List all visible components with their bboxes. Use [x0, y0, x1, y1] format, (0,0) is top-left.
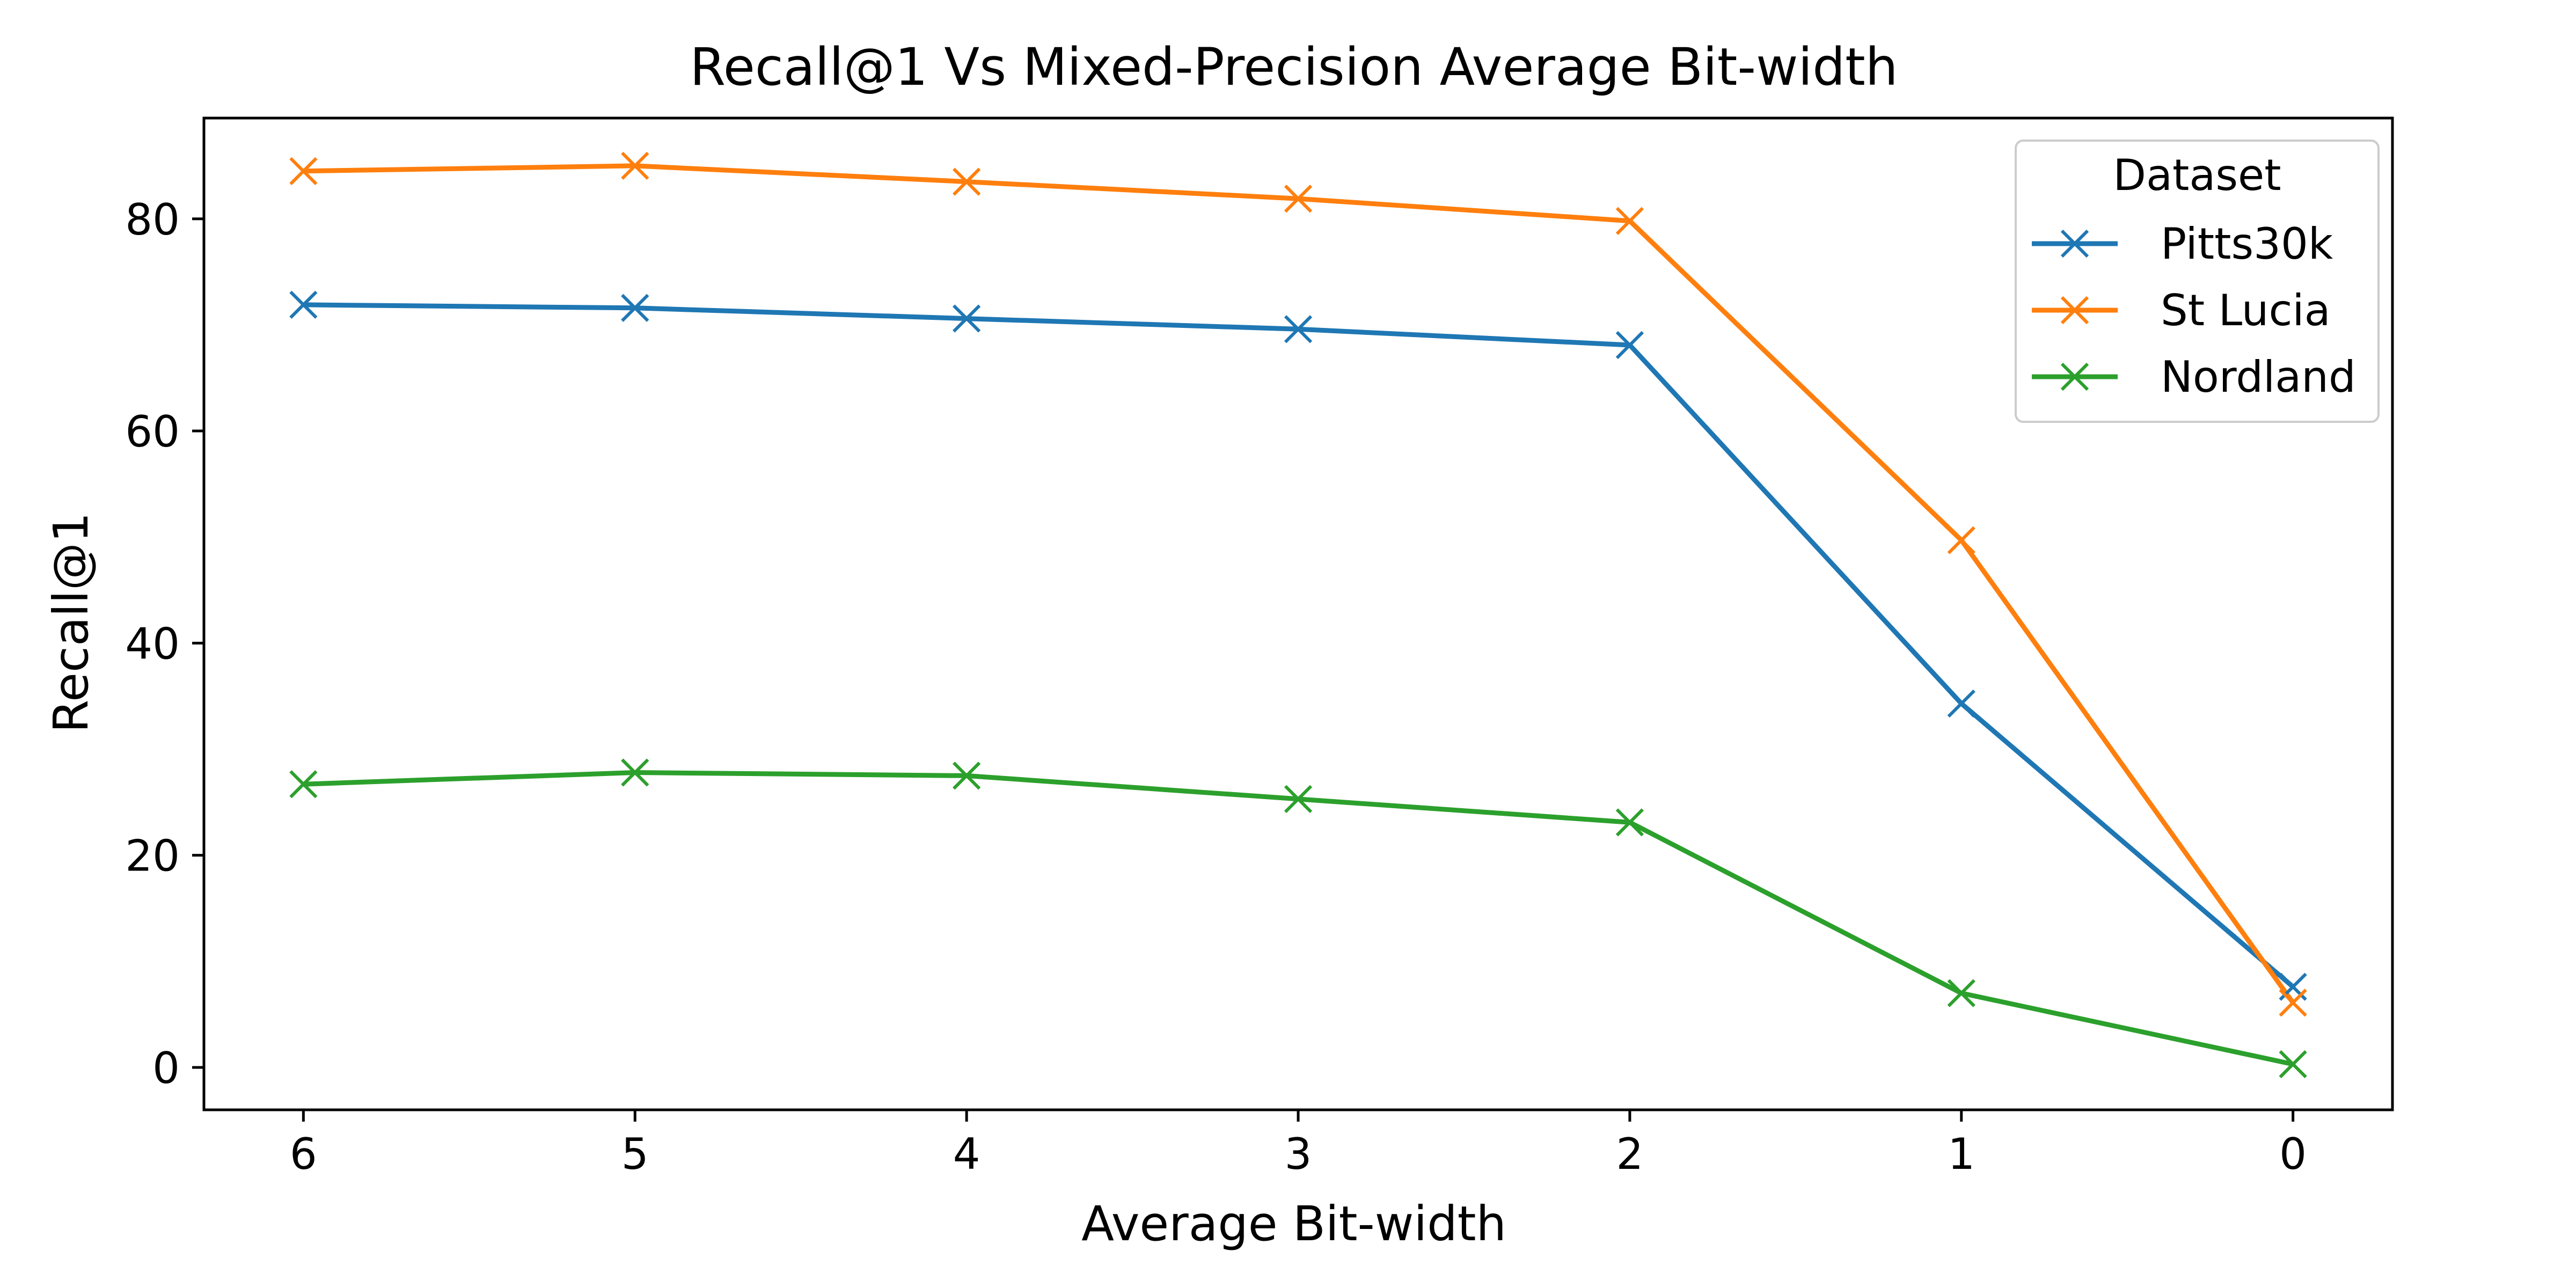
data-point [1284, 185, 1313, 213]
marker-stroke [289, 770, 318, 799]
legend-box [2015, 140, 2380, 423]
x-tick-label: 4 [953, 1129, 980, 1179]
legend-marker [2060, 296, 2089, 325]
y-tick-label: 40 [125, 619, 180, 669]
x-tick-label: 3 [1285, 1129, 1312, 1179]
x-tick-label: 1 [1948, 1129, 1975, 1179]
data-point [289, 770, 318, 799]
legend-item: Pitts30k [2032, 219, 2333, 269]
data-point [1947, 979, 1975, 1007]
series-markers-nordland [289, 758, 2307, 1079]
data-point [1615, 207, 1644, 235]
data-point [1284, 785, 1313, 814]
legend-marker [2060, 229, 2089, 258]
marker-stroke [2279, 1050, 2307, 1079]
x-tick-label: 6 [290, 1129, 317, 1179]
y-tick-label: 60 [125, 407, 180, 457]
series-markers-pitts30k [289, 290, 2307, 1001]
legend-marker [2060, 362, 2089, 391]
marker-stroke [1615, 331, 1644, 360]
data-point [952, 762, 981, 790]
marker-stroke [621, 758, 649, 787]
marker-stroke [1947, 689, 1975, 718]
marker-stroke [1284, 785, 1313, 814]
data-point [2279, 989, 2307, 1017]
marker-stroke [2060, 229, 2089, 258]
data-point [952, 304, 981, 333]
data-point [621, 294, 649, 322]
marker-stroke [952, 167, 981, 196]
marker-stroke [289, 290, 318, 319]
legend-title: Dataset [2113, 150, 2281, 200]
marker-stroke [952, 762, 981, 790]
marker-stroke [1615, 207, 1644, 235]
marker-stroke [1615, 808, 1644, 837]
x-axis-label: Average Bit-width [1081, 1196, 1506, 1252]
chart-title: Recall@1 Vs Mixed-Precision Average Bit-… [690, 37, 1898, 97]
data-point [621, 151, 649, 180]
marker-stroke [2060, 362, 2089, 391]
series-markers-st-lucia [289, 151, 2307, 1017]
y-tick-label: 0 [152, 1043, 180, 1093]
x-tick-label: 5 [621, 1129, 649, 1179]
legend-label: St Lucia [2161, 286, 2331, 335]
legend-label: Pitts30k [2161, 219, 2333, 269]
marker-stroke [2060, 296, 2089, 325]
data-point [2279, 1050, 2307, 1079]
marker-stroke [1284, 185, 1313, 213]
y-tick-label: 20 [125, 831, 180, 881]
marker-stroke [289, 157, 318, 185]
data-point [1947, 689, 1975, 718]
y-axis-ticks: 0 20 40 60 80 [125, 195, 204, 1093]
data-point [289, 157, 318, 185]
data-point [1615, 808, 1644, 837]
legend-label: Nordland [2161, 352, 2356, 402]
x-tick-label: 0 [2279, 1129, 2307, 1179]
legend-item: Nordland [2032, 352, 2356, 402]
marker-stroke [2279, 989, 2307, 1017]
data-point [1947, 526, 1975, 554]
x-axis-ticks: 6 5 4 3 2 1 0 [290, 1110, 2307, 1179]
data-point [289, 290, 318, 319]
marker-stroke [952, 304, 981, 333]
y-axis-label: Recall@1 [43, 512, 99, 733]
marker-stroke [621, 294, 649, 322]
data-point [1284, 315, 1313, 343]
data-point [1615, 331, 1644, 360]
x-tick-label: 2 [1616, 1129, 1643, 1179]
legend: Dataset Pitts30k St Lucia Nordland [2015, 140, 2380, 423]
y-tick-label: 80 [125, 195, 180, 245]
data-point [621, 758, 649, 787]
marker-stroke [1947, 526, 1975, 554]
legend-item: St Lucia [2032, 286, 2331, 335]
marker-stroke [1947, 979, 1975, 1007]
data-point [952, 167, 981, 196]
marker-stroke [621, 151, 649, 180]
marker-stroke [1284, 315, 1313, 343]
plot-area: 6 5 4 3 2 1 0 0 20 40 60 80 Dataset Pitts30k St Lucia N… [125, 116, 2394, 1179]
